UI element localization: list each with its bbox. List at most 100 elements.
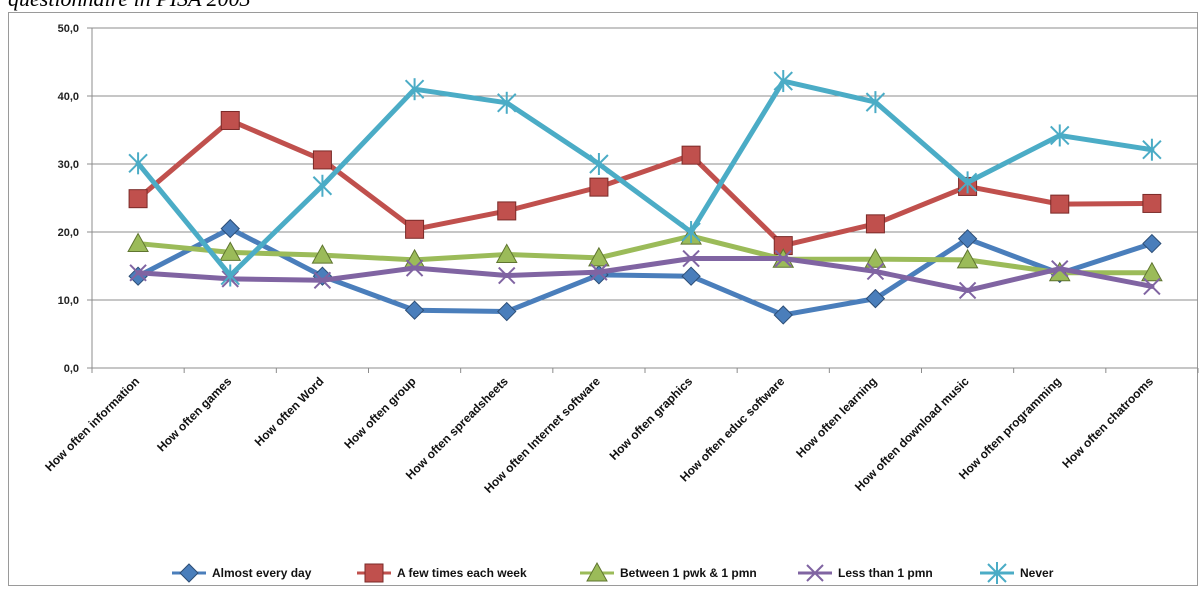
data-point	[1142, 193, 1162, 213]
legend: Almost every day A few times each week Bet…	[172, 561, 1054, 584]
data-point-stroke	[774, 249, 792, 268]
data-point	[220, 218, 240, 239]
data-point	[179, 563, 199, 583]
y-tick-label: 50,0	[58, 23, 79, 35]
data-point	[865, 91, 886, 114]
x-tick-label: How often spreadsheets	[403, 374, 511, 482]
data-point	[220, 264, 240, 287]
legend-label: Almost every day	[212, 566, 312, 580]
data-point	[128, 152, 148, 175]
data-point	[590, 263, 608, 281]
data-point	[865, 288, 886, 309]
x-tick-label: How often group	[341, 374, 418, 451]
legend-label: A few times each week	[397, 566, 527, 580]
data-point	[312, 150, 332, 170]
data-point	[1143, 277, 1161, 296]
y-axis-ticks: 0,0 10,0 20,0 30,0 40,0 50,0	[58, 23, 92, 375]
data-point	[681, 145, 701, 165]
data-point	[1051, 260, 1069, 278]
data-point	[773, 70, 793, 93]
data-point	[682, 249, 700, 268]
data-point-stroke	[958, 281, 977, 300]
data-point	[866, 262, 885, 281]
data-point	[681, 266, 701, 286]
series-never	[128, 70, 1162, 287]
data-point	[681, 221, 701, 243]
y-tick-label: 40,0	[58, 91, 79, 103]
y-tick-label: 20,0	[58, 227, 79, 239]
data-point	[586, 561, 608, 582]
series-line	[135, 78, 1155, 279]
data-point	[589, 153, 609, 175]
data-point	[128, 266, 148, 286]
data-point	[1141, 261, 1163, 282]
legend-label: Less than 1 pmn	[838, 566, 933, 580]
data-point	[220, 110, 240, 130]
data-point	[957, 171, 978, 194]
x-tick-label: How often games	[154, 374, 234, 454]
series-line	[135, 226, 1155, 318]
data-point	[128, 189, 148, 209]
x-tick-label: How often graphics	[607, 374, 696, 463]
data-point	[1050, 194, 1070, 214]
data-point	[219, 241, 242, 261]
x-tick-label: How often learning	[793, 374, 879, 460]
data-point	[864, 248, 887, 268]
data-point	[987, 562, 1007, 584]
data-point	[129, 264, 147, 282]
data-point	[773, 305, 793, 325]
chart-frame	[8, 12, 1198, 586]
data-point	[956, 248, 979, 269]
data-point	[957, 229, 978, 249]
data-point	[588, 246, 610, 267]
x-tick-label: How often educ software	[677, 374, 788, 485]
x-tick-label: How often information	[42, 374, 142, 474]
data-point	[311, 244, 334, 264]
data-point	[405, 219, 425, 239]
series-a-few-times-each-week	[128, 110, 1162, 256]
data-point-stroke	[129, 264, 147, 282]
series-line	[135, 233, 1155, 276]
data-point	[958, 281, 977, 300]
data-point	[405, 259, 424, 277]
series-line	[135, 256, 1155, 293]
data-point	[1050, 124, 1070, 147]
data-point-stroke	[1051, 260, 1069, 278]
data-point	[364, 563, 384, 583]
series-almost-every-day	[128, 218, 1162, 325]
data-point	[865, 214, 885, 234]
x-tick-label: How often programming	[956, 374, 1064, 482]
data-point	[774, 249, 792, 268]
legend-item: Never	[980, 562, 1054, 584]
data-point	[312, 174, 333, 197]
data-point	[589, 177, 609, 197]
series-group	[127, 70, 1163, 325]
y-tick-label: 30,0	[58, 159, 79, 171]
data-point	[404, 78, 425, 101]
y-tick-label: 10,0	[58, 295, 79, 307]
chart-caption: questionnaire in PISA 2003	[8, 0, 251, 12]
data-point	[1142, 233, 1162, 254]
data-point-stroke	[405, 259, 424, 277]
data-point	[498, 266, 516, 285]
data-point	[497, 91, 517, 114]
x-tick-label: How often chatrooms	[1059, 374, 1156, 471]
data-point-stroke	[866, 262, 885, 281]
legend-item: Between 1 pwk & 1 pmn	[580, 561, 757, 582]
data-point-stroke	[1143, 277, 1161, 296]
data-point-stroke	[498, 266, 516, 285]
data-point	[127, 232, 149, 253]
data-point	[404, 300, 425, 320]
y-tick-label: 0,0	[64, 363, 79, 375]
data-point	[497, 201, 517, 221]
data-point	[1142, 138, 1162, 161]
legend-item: Less than 1 pmn	[798, 564, 933, 582]
data-point-stroke	[806, 564, 824, 582]
series-less-than-1-pmn	[129, 249, 1161, 300]
data-point	[497, 301, 517, 322]
legend-label: Never	[1020, 566, 1054, 580]
legend-item: A few times each week	[357, 563, 527, 583]
series-line	[135, 117, 1155, 249]
data-point-stroke	[590, 263, 608, 281]
